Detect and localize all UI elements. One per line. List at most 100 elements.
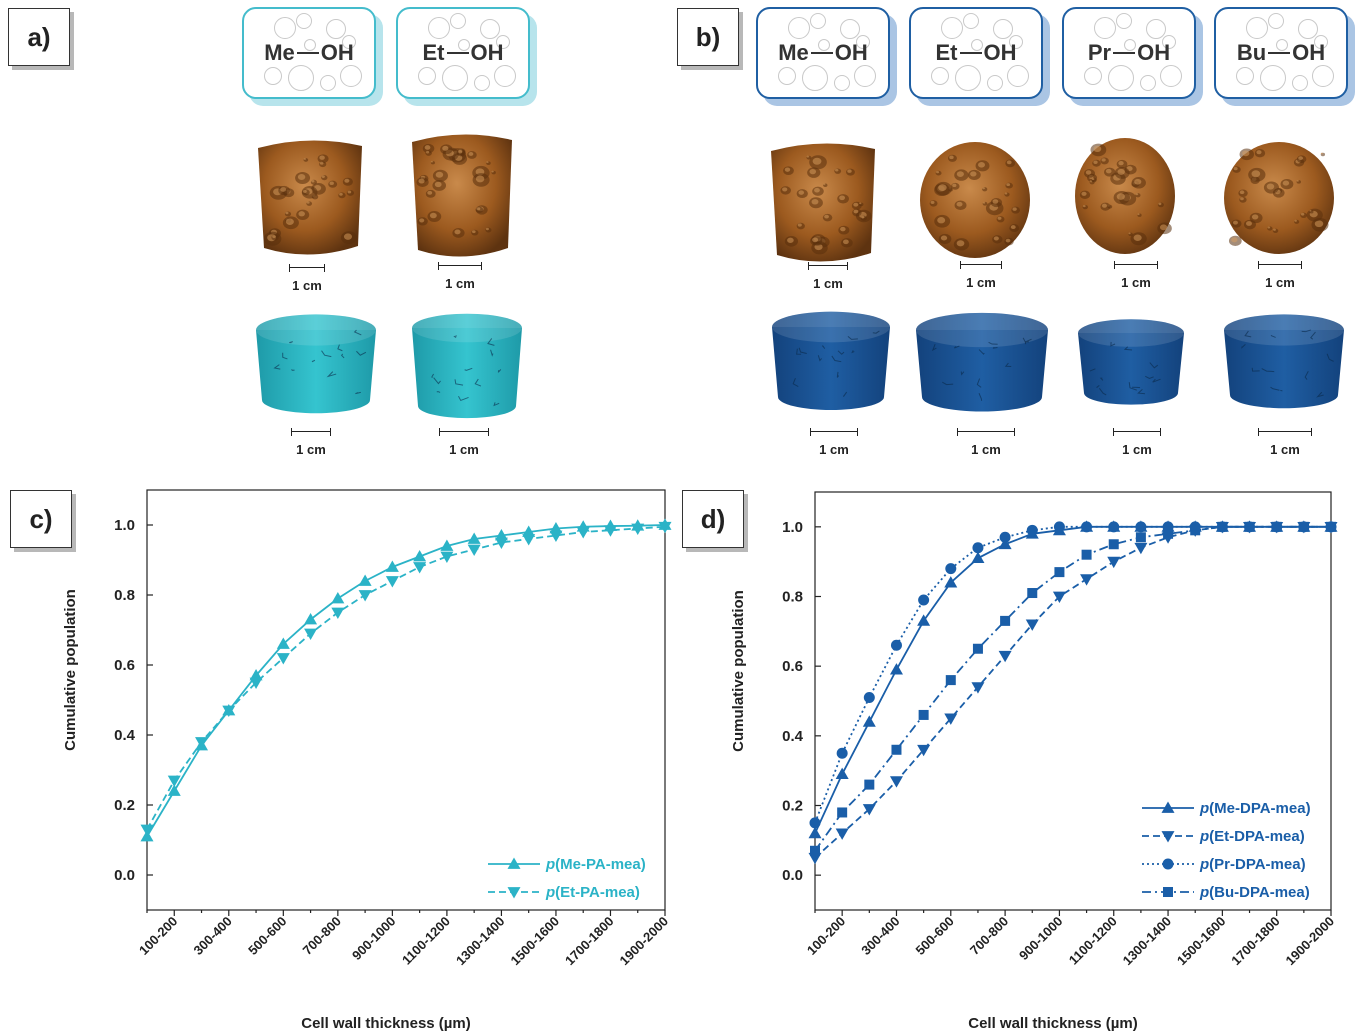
formula-alkyl: Me (778, 40, 809, 65)
data-point (494, 529, 508, 541)
data-point (972, 643, 983, 654)
molecule-formula: Me OH (778, 40, 868, 66)
data-point (864, 779, 875, 790)
scale-bar-label: 1 cm (819, 442, 849, 457)
legend-entry: p(Et-PA-mea) (488, 884, 640, 901)
formula-hydroxyl: OH (983, 40, 1017, 65)
data-point (440, 539, 454, 551)
legend-label: p(Me-DPA-mea) (1199, 800, 1311, 817)
legend-label: p(Bu-DPA-mea) (1199, 884, 1310, 901)
data-point (917, 614, 931, 626)
legend-label-prefix: p (1199, 828, 1209, 845)
bubble-icon (320, 75, 336, 91)
data-point (971, 682, 985, 694)
data-point (195, 737, 209, 749)
y-tick-label: 0.6 (114, 657, 135, 674)
x-axis-label: Cell wall thickness (µm) (301, 1015, 471, 1032)
molecule-box-b-0: Me OH (756, 7, 890, 99)
bubble-icon (971, 39, 983, 51)
x-tick-label: 500-600 (913, 914, 957, 958)
bubble-icon (856, 35, 870, 49)
bubble-icon (854, 65, 876, 87)
x-tick-label: 1100-1200 (1066, 914, 1120, 968)
bubble-icon (1094, 17, 1116, 39)
data-point (918, 594, 930, 606)
data-point (140, 824, 154, 836)
foam-blue-pr-dpa (1078, 319, 1184, 405)
legend-label-text: (Me-DPA-mea) (1209, 800, 1310, 817)
scale-bar-line (1114, 261, 1158, 269)
molecule-formula: Et OH (936, 40, 1017, 66)
plot-frame (814, 491, 1332, 911)
legend-entry: p(Me-PA-mea) (488, 856, 646, 873)
formula-hydroxyl: OH (1292, 40, 1326, 65)
bubble-icon (1260, 65, 1286, 91)
scale-bar: 1 cm (1097, 428, 1177, 457)
x-tick-label: 1700-1800 (1228, 914, 1283, 969)
foam-brown-et-pa (412, 134, 512, 257)
x-tick-label: 300-400 (191, 914, 235, 958)
foam-brown-et-dpa (920, 142, 1030, 258)
x-tick-label: 1300-1400 (1120, 914, 1175, 969)
bubble-icon (834, 75, 850, 91)
legend-label-text: (Et-DPA-mea) (1209, 828, 1305, 845)
bubble-icon (1246, 17, 1268, 39)
bubble-icon (788, 17, 810, 39)
legend-label: p(Et-DPA-mea) (1199, 828, 1305, 845)
series-line (814, 525, 1331, 859)
scale-bar: 1 cm (420, 262, 500, 291)
data-point (1244, 521, 1255, 532)
data-point (522, 534, 536, 546)
scale-bar-label: 1 cm (445, 276, 475, 291)
data-point (658, 521, 672, 534)
bubble-icon (1084, 67, 1102, 85)
foam-blue-me-dpa (772, 311, 890, 410)
legend-label: p(Pr-DPA-mea) (1199, 856, 1306, 873)
bubble-icon (987, 75, 1003, 91)
data-point (304, 613, 318, 625)
formula-hydroxyl: OH (834, 40, 868, 65)
bubble-icon (418, 67, 436, 85)
data-point (889, 776, 903, 788)
data-point (1108, 539, 1119, 550)
data-point (1163, 528, 1174, 539)
data-point (808, 826, 822, 839)
data-point (1190, 525, 1201, 536)
molecule-formula: Pr OH (1088, 40, 1170, 66)
chart-d: 0.0 0.2 0.4 0.6 0.8 1.0 100-200 300-400 500-600 7… (730, 491, 1338, 1032)
bubble-icon (955, 65, 981, 91)
molecule-formula: Bu OH (1237, 40, 1325, 66)
data-point (331, 592, 345, 604)
formula-hydroxyl: OH (320, 40, 354, 65)
scale-bar-line (439, 428, 489, 436)
data-point (276, 637, 290, 649)
data-point (494, 537, 508, 549)
data-point (837, 807, 848, 818)
bubble-icon (494, 65, 516, 87)
data-point (549, 530, 563, 542)
bubble-icon (802, 65, 828, 91)
bubble-icon (304, 39, 316, 51)
scale-bar-label: 1 cm (1270, 442, 1300, 457)
bubble-icon (1140, 75, 1156, 91)
data-point (889, 663, 903, 675)
data-point (167, 775, 181, 787)
y-tick-label: 0.8 (114, 587, 135, 604)
bubble-icon (442, 65, 468, 91)
formula-hydroxyl: OH (470, 40, 504, 65)
bubble-icon (810, 13, 826, 29)
data-point (549, 522, 563, 534)
bubble-icon (1108, 65, 1134, 91)
data-point (304, 628, 318, 640)
data-point (385, 560, 399, 572)
scale-bar-line (960, 261, 1002, 269)
scale-bar-line (1113, 428, 1161, 436)
bubble-icon (1162, 35, 1176, 49)
data-point (1271, 521, 1282, 532)
y-tick-label: 0.8 (782, 589, 803, 606)
legend-label-text: (Pr-DPA-mea) (1209, 856, 1305, 873)
x-tick-label: 900-1000 (349, 914, 398, 963)
legend-marker (507, 887, 521, 899)
data-point (891, 744, 902, 755)
data-point (1326, 521, 1336, 532)
